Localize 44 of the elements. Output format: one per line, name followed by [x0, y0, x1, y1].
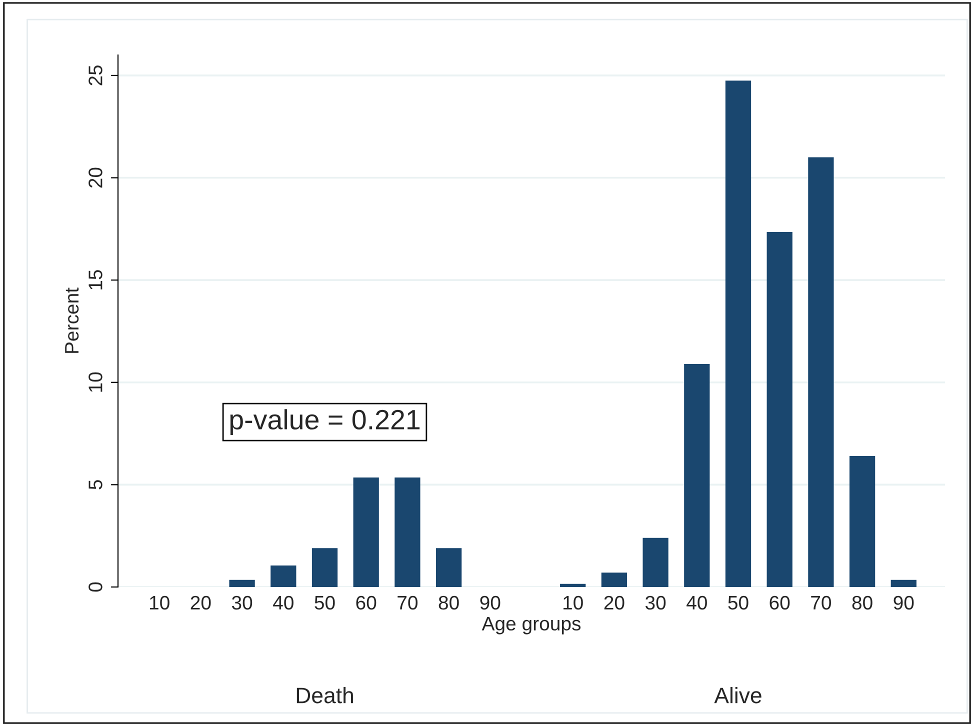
- x-tick-label: 60: [356, 596, 376, 610]
- y-tick-label: 20: [88, 168, 102, 188]
- x-tick-label: 30: [645, 596, 666, 610]
- x-tick-label: 60: [770, 596, 790, 610]
- x-tick-label: 10: [564, 596, 583, 610]
- y-tick-label: 5: [88, 480, 102, 490]
- x-tick-label: 20: [604, 596, 624, 610]
- x-tick-label: 30: [232, 596, 252, 610]
- bar: [312, 548, 338, 587]
- text: Death: [296, 687, 353, 704]
- bar: [849, 456, 876, 587]
- x-tick-label: 10: [150, 596, 170, 610]
- x-tick-label: 70: [811, 596, 832, 610]
- x-tick-label: 20: [190, 596, 211, 610]
- y-tick-label: 0: [88, 582, 102, 592]
- x-tick-label: 80: [852, 596, 872, 610]
- x-tick-label: 70: [398, 596, 418, 610]
- bar: [353, 478, 379, 587]
- y-tick-label: 10: [88, 372, 102, 392]
- bar: [725, 80, 752, 587]
- y-axis-title: Percent: [65, 288, 79, 353]
- y-tick-label: 15: [88, 270, 102, 290]
- bar: [436, 548, 462, 587]
- bar: [766, 232, 792, 587]
- x-tick-label: 40: [686, 596, 707, 610]
- text: Alive: [714, 687, 762, 704]
- x-tick-label: 80: [438, 596, 459, 610]
- bar: [642, 538, 668, 587]
- x-tick-label: 50: [314, 596, 335, 610]
- x-tick-label: 90: [480, 596, 500, 610]
- bar: [394, 478, 420, 587]
- x-tick-label: 50: [728, 596, 748, 610]
- x-axis-title: Age groups: [482, 616, 581, 634]
- bar: [560, 584, 586, 587]
- bar: [890, 580, 916, 587]
- x-tick-label: 40: [273, 596, 294, 610]
- bar: [270, 566, 296, 587]
- bar: [229, 580, 255, 587]
- y-tick-label: 25: [88, 65, 102, 86]
- annotation: p-value = 0.221: [230, 409, 420, 436]
- bar: [601, 572, 628, 587]
- bar: [808, 157, 834, 587]
- x-tick-label: 90: [894, 596, 914, 610]
- bar: [684, 364, 710, 587]
